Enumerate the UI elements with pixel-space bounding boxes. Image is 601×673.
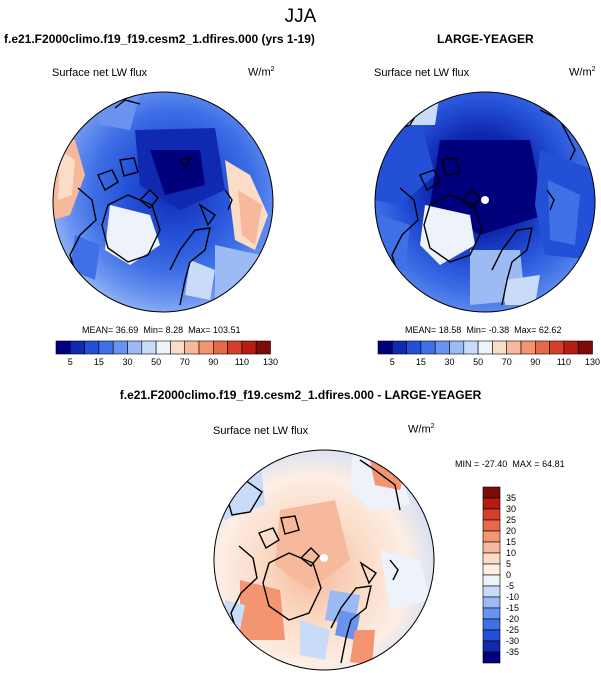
panel3-colorbar-cell	[482, 541, 501, 554]
panel2-colorbar-label: 90	[530, 357, 540, 367]
panel3-colorbar-cell	[482, 574, 501, 587]
panel2-colorbar-cell	[406, 340, 422, 355]
panel3-pole-mask	[320, 554, 328, 562]
panel1-stats: MEAN= 36.69 Min= 8.28 Max= 103.51	[82, 325, 241, 335]
panel2-pole-mask	[481, 196, 489, 204]
panel1-colorbar-cell	[198, 340, 214, 355]
panel3-stats: MIN = -27.40 MAX = 64.81	[455, 459, 565, 469]
panel1-colorbar-cell	[127, 340, 143, 355]
panel3-colorbar-label: 10	[506, 548, 516, 558]
panel2-stats: MEAN= 18.58 Min= -0.38 Max= 62.62	[405, 325, 562, 335]
panel3-colorbar-cell	[482, 585, 501, 598]
panel2-colorbar-cell	[420, 340, 436, 355]
panel3-colorbar-label: 20	[506, 526, 516, 536]
panel2-map	[374, 91, 596, 313]
panel3-colorbar-cell	[482, 563, 501, 576]
panel3-colorbar-cell	[482, 596, 501, 609]
panel3-colorbar-label: -35	[506, 647, 519, 657]
panel2-colorbar-label: 15	[416, 357, 426, 367]
panel1-colorbar-cell	[227, 340, 243, 355]
panel2-colorbar-cell	[534, 340, 550, 355]
panel3-colorbar-cell	[482, 497, 501, 510]
panel3-colorbar-label: -5	[506, 581, 514, 591]
panel1-colorbar-label: 15	[94, 357, 104, 367]
panel1-colorbar-label: 130	[263, 357, 278, 367]
panel1-colorbar-label: 70	[180, 357, 190, 367]
panel1-colorbar-cell	[170, 340, 185, 355]
panel2-colorbar-cell	[477, 340, 493, 355]
panel3-colorbar-cell	[482, 629, 501, 642]
panel2-colorbar-label: 110	[557, 357, 571, 367]
panel3-colorbar-label: -30	[506, 636, 519, 646]
panel1-colorbar-cell	[141, 340, 157, 355]
panel1-colorbar-cell	[184, 340, 200, 355]
panel1-colorbar-cell	[255, 340, 271, 355]
panel3-units: W/m2	[408, 423, 435, 436]
main-title: JJA	[284, 6, 317, 27]
panel1-colorbar-label: 50	[151, 357, 161, 367]
panel3-colorbar-cell	[482, 552, 501, 565]
panel2-colorbar-cell	[391, 340, 407, 355]
panel3-colorbar-cell	[482, 519, 501, 532]
panel1-title: f.e21.F2000climo.f19_f19.cesm2_1.dfires.…	[4, 32, 315, 46]
panel2-colorbar-cell	[449, 340, 465, 355]
panel3-colorbar-label: 30	[506, 504, 516, 514]
panel1-colorbar-cell	[155, 340, 171, 355]
panel3-title: f.e21.F2000climo.f19_f19.cesm2_1.dfires.…	[119, 388, 482, 402]
panel1-colorbar-cell	[213, 340, 228, 355]
panel3-colorbar-cell	[482, 640, 501, 653]
panel1-colorbar-cell	[70, 340, 85, 355]
panel3-colorbar-label: -10	[506, 592, 519, 602]
panel1-colorbar: 5 15 30 50 70 90 110 130	[55, 340, 278, 367]
panel1-colorbar-cell	[112, 340, 128, 355]
panel3-colorbar-label: 0	[506, 570, 511, 580]
panel2-colorbar-cell	[563, 340, 579, 355]
panel1-colorbar-cell	[55, 340, 71, 355]
panel1-colorbar-cell	[84, 340, 100, 355]
panel2-variable-label: Surface net LW flux	[374, 67, 470, 79]
panel3-colorbar-cell	[482, 508, 501, 521]
panel1-colorbar-label: 110	[235, 357, 249, 367]
panel2-colorbar-cell	[577, 340, 593, 355]
panel3-colorbar-label: -20	[506, 614, 519, 624]
panel3-colorbar-label: -15	[506, 603, 519, 613]
panel3-colorbar-cell	[482, 618, 501, 631]
panel2-colorbar-cell	[434, 340, 450, 355]
panel1-colorbar-cell	[241, 340, 257, 355]
panel1-colorbar-label: 5	[68, 357, 73, 367]
panel3-colorbar-label: 25	[506, 515, 516, 525]
panel3-colorbar-label: -25	[506, 625, 519, 635]
panel2-colorbar-cell	[463, 340, 479, 355]
panel3-colorbar-label: 35	[506, 493, 516, 503]
panel3-colorbar-label: 5	[506, 559, 511, 569]
panel3-colorbar-cell	[482, 530, 501, 543]
panel3-map	[213, 449, 435, 671]
panel3-colorbar-cell	[482, 651, 501, 664]
panel2-colorbar-label: 30	[444, 357, 454, 367]
panel3-colorbar-cell	[482, 607, 501, 620]
panel2-colorbar: 5 15 30 50 70 90 110 130	[377, 340, 600, 367]
panel2-colorbar-cell	[492, 340, 507, 355]
panel1-colorbar-cell	[98, 340, 114, 355]
panel1-colorbar-label: 90	[208, 357, 218, 367]
panel2-colorbar-cell	[377, 340, 393, 355]
panel3-colorbar-cell	[482, 486, 501, 499]
panel2-colorbar-cell	[520, 340, 536, 355]
panel3-colorbar-label: 15	[506, 537, 516, 547]
panel2-colorbar-cell	[506, 340, 522, 355]
panel2-colorbar-label: 130	[585, 357, 600, 367]
panel1-units: W/m2	[248, 66, 275, 79]
panel2-colorbar-label: 50	[473, 357, 483, 367]
panel1-variable-label: Surface net LW flux	[52, 67, 148, 79]
panel2-units: W/m2	[569, 66, 596, 79]
panel2-colorbar-label: 5	[390, 357, 395, 367]
panel1-colorbar-label: 30	[122, 357, 132, 367]
panel2-colorbar-cell	[549, 340, 565, 355]
panel2-title: LARGE-YEAGER	[437, 32, 534, 46]
panel2-colorbar-label: 70	[502, 357, 512, 367]
panel3-variable-label: Surface net LW flux	[213, 425, 309, 437]
panel1-map	[52, 91, 274, 313]
